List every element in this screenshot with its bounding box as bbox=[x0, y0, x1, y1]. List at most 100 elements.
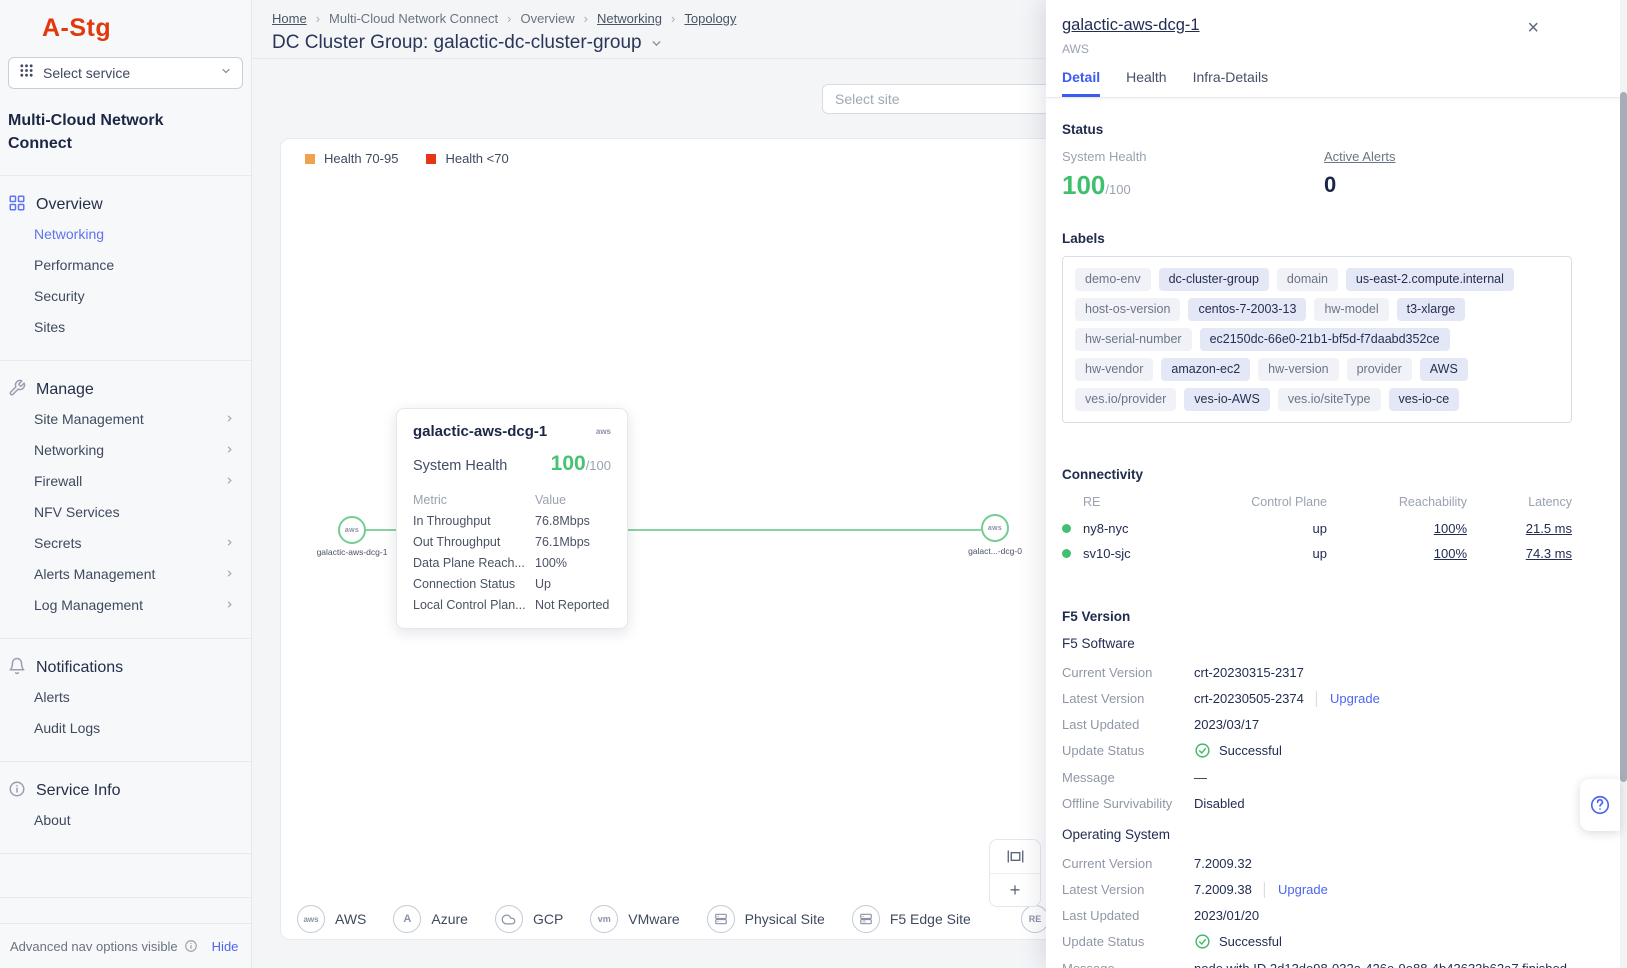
health-legend: Health 70-95 Health <70 bbox=[305, 151, 509, 166]
tab-detail[interactable]: Detail bbox=[1062, 69, 1101, 97]
kv-row: Message — bbox=[1062, 769, 1207, 785]
reachability-link[interactable]: 100% bbox=[1433, 521, 1467, 536]
tab-infra-details[interactable]: Infra-Details bbox=[1192, 69, 1269, 85]
active-alerts-value: 0 bbox=[1324, 172, 1337, 197]
sidebar-item-security[interactable]: Security bbox=[0, 288, 251, 304]
breadcrumb-networking[interactable]: Networking bbox=[596, 11, 663, 26]
select-site-field[interactable] bbox=[822, 84, 1058, 114]
breadcrumb-mcnc[interactable]: Multi-Cloud Network Connect bbox=[329, 11, 499, 26]
update-success-icon bbox=[1195, 934, 1210, 949]
sidebar-item-alerts-management[interactable]: Alerts Management bbox=[0, 566, 251, 582]
legend-f5-edge-site: f5 F5 Edge Site bbox=[851, 905, 971, 933]
sidebar: A-Stg Select service Multi-Cloud Network… bbox=[0, 0, 252, 968]
sidebar-item-secrets[interactable]: Secrets bbox=[0, 534, 251, 551]
chip-row: host-os-version centos-7-2003-13 hw-mode… bbox=[1075, 298, 1559, 321]
fit-view-button[interactable] bbox=[990, 840, 1040, 873]
nav-item-label: Secrets bbox=[34, 534, 82, 551]
zoom-in-button[interactable]: + bbox=[990, 873, 1040, 906]
chip-row: hw-vendor amazon-ec2 hw-version provider… bbox=[1075, 358, 1559, 381]
legend-vmware: vm VMware bbox=[590, 905, 680, 933]
reachability-link[interactable]: 100% bbox=[1433, 546, 1467, 561]
nav-section-overview: Overview Networking Performance Security… bbox=[0, 195, 251, 335]
breadcrumb-home[interactable]: Home bbox=[272, 11, 307, 26]
active-alerts-link[interactable]: Active Alerts bbox=[1324, 149, 1396, 164]
chevron-right-icon bbox=[227, 446, 232, 453]
topology-canvas[interactable]: Health 70-95 Health <70 aws galactic-aws… bbox=[280, 138, 1078, 940]
select-service-dropdown[interactable]: Select service bbox=[8, 57, 243, 89]
panel-title-link[interactable]: galactic-aws-dcg-1 bbox=[1062, 16, 1200, 34]
kv-row: Current Version 7.2009.32 bbox=[1062, 855, 1252, 871]
breadcrumb: Home Multi-Cloud Network Connect Overvie… bbox=[272, 11, 1627, 26]
bell-icon bbox=[8, 657, 26, 680]
brand-logo: A-Stg bbox=[42, 14, 112, 42]
wrench-icon bbox=[8, 379, 26, 402]
nav-items: Site Management Networking Firewall NFV … bbox=[0, 411, 251, 613]
help-button[interactable] bbox=[1580, 779, 1620, 831]
scrollbar-thumb[interactable] bbox=[1620, 92, 1627, 782]
upgrade-link[interactable]: Upgrade bbox=[1277, 881, 1328, 897]
sidebar-item-audit-logs[interactable]: Audit Logs bbox=[0, 720, 251, 736]
sidebar-item-performance[interactable]: Performance bbox=[0, 257, 251, 273]
aws-icon: aws bbox=[987, 524, 1003, 532]
tooltip-row: Out Throughput 76.1Mbps bbox=[413, 535, 590, 549]
sidebar-item-about[interactable]: About bbox=[0, 812, 251, 828]
azure-icon: A bbox=[393, 905, 422, 933]
hide-nav-button[interactable]: Hide bbox=[211, 938, 239, 954]
latency-link[interactable]: 21.5 ms bbox=[1525, 521, 1572, 536]
page-title: DC Cluster Group: galactic-dc-cluster-gr… bbox=[272, 32, 642, 53]
detail-panel-body: Status System Health 100/100 Active Aler… bbox=[1046, 122, 1627, 968]
sidebar-item-nfv-services[interactable]: NFV Services bbox=[0, 504, 251, 520]
sidebar-item-sites[interactable]: Sites bbox=[0, 319, 251, 335]
kv-row: Latest Version 7.2009.38 │ Upgrade bbox=[1062, 881, 1328, 897]
sidebar-item-networking[interactable]: Networking bbox=[0, 225, 251, 242]
chevron-right-icon bbox=[227, 601, 232, 608]
breadcrumb-separator bbox=[498, 11, 520, 26]
close-icon[interactable]: × bbox=[1527, 17, 1539, 39]
tooltip-row: Connection Status Up bbox=[413, 577, 551, 591]
label-key: hw-serial-number bbox=[1075, 328, 1192, 351]
legend-aws: aws AWS bbox=[297, 905, 366, 933]
nav-item-label: Networking bbox=[34, 441, 105, 458]
topology-node-aws-dcg-0[interactable]: aws bbox=[981, 514, 1009, 542]
upgrade-link[interactable]: Upgrade bbox=[1329, 690, 1380, 706]
legend-item: Health <70 bbox=[426, 151, 509, 166]
connectivity-heading: Connectivity bbox=[1062, 467, 1144, 482]
select-site-input[interactable] bbox=[822, 84, 1058, 114]
update-success-icon bbox=[1195, 743, 1210, 758]
panel-scrollbar[interactable] bbox=[1620, 0, 1627, 968]
nav-header-notifications[interactable]: Notifications bbox=[0, 657, 251, 680]
nav-header-label: Service Info bbox=[36, 782, 121, 799]
breadcrumb-overview[interactable]: Overview bbox=[520, 11, 575, 26]
nav-header-service-info[interactable]: Service Info bbox=[0, 781, 251, 800]
sidebar-item-alerts[interactable]: Alerts bbox=[0, 689, 251, 705]
nav-header-overview[interactable]: Overview bbox=[0, 195, 251, 214]
labels-box: demo-env dc-cluster-group domain us-east… bbox=[1062, 256, 1572, 423]
sidebar-item-site-management[interactable]: Site Management bbox=[0, 411, 251, 427]
sidebar-item-networking-manage[interactable]: Networking bbox=[0, 441, 251, 458]
sidebar-item-log-management[interactable]: Log Management bbox=[0, 597, 251, 613]
nav-header-manage[interactable]: Manage bbox=[0, 379, 251, 402]
latency-link[interactable]: 74.3 ms bbox=[1525, 546, 1572, 561]
divider bbox=[0, 761, 251, 762]
breadcrumb-topology[interactable]: Topology bbox=[684, 11, 737, 26]
sidebar-item-firewall[interactable]: Firewall bbox=[0, 473, 251, 489]
label-value: ec2150dc-66e0-21b1-bf5d-f7daabd352ce bbox=[1199, 328, 1450, 351]
label-key: hw-model bbox=[1314, 298, 1389, 321]
chevron-down-icon[interactable] bbox=[650, 37, 663, 50]
topology-edge bbox=[365, 529, 981, 531]
status-dot-green bbox=[1062, 549, 1071, 558]
server-icon bbox=[706, 905, 735, 933]
label-key: provider bbox=[1346, 358, 1412, 381]
nav-section-service-info: Service Info About bbox=[0, 781, 251, 828]
legend-label: Health 70-95 bbox=[324, 151, 399, 166]
topology-node-aws-dcg-1[interactable]: aws bbox=[338, 516, 366, 544]
label-key: hw-vendor bbox=[1075, 358, 1154, 381]
nav-item-label: Networking bbox=[34, 225, 105, 242]
label-key: domain bbox=[1276, 268, 1338, 291]
label-key: ves.io/siteType bbox=[1277, 388, 1381, 411]
control-plane-value: up bbox=[1312, 546, 1327, 561]
operating-system-heading: Operating System bbox=[1062, 827, 1171, 842]
breadcrumb-separator bbox=[575, 11, 597, 26]
tab-health[interactable]: Health bbox=[1126, 69, 1167, 85]
aws-icon: aws bbox=[595, 427, 611, 436]
